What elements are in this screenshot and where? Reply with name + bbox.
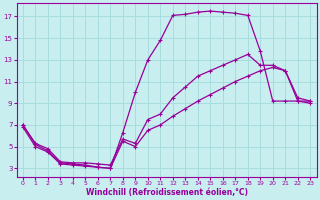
X-axis label: Windchill (Refroidissement éolien,°C): Windchill (Refroidissement éolien,°C) [85, 188, 248, 197]
